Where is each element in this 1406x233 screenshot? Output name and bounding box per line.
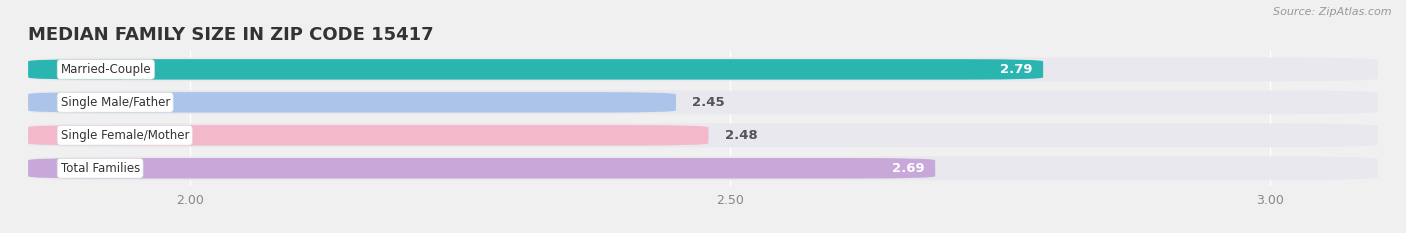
- FancyBboxPatch shape: [28, 58, 1378, 81]
- Text: 2.48: 2.48: [724, 129, 758, 142]
- FancyBboxPatch shape: [28, 125, 709, 146]
- FancyBboxPatch shape: [28, 59, 1043, 80]
- Text: Source: ZipAtlas.com: Source: ZipAtlas.com: [1274, 7, 1392, 17]
- Text: Single Female/Mother: Single Female/Mother: [60, 129, 188, 142]
- FancyBboxPatch shape: [28, 92, 676, 113]
- Text: Total Families: Total Families: [60, 162, 139, 175]
- Text: 2.45: 2.45: [692, 96, 725, 109]
- FancyBboxPatch shape: [28, 156, 1378, 180]
- Text: 2.79: 2.79: [1000, 63, 1032, 76]
- FancyBboxPatch shape: [28, 90, 1378, 114]
- FancyBboxPatch shape: [28, 158, 935, 178]
- FancyBboxPatch shape: [28, 123, 1378, 147]
- Text: Married-Couple: Married-Couple: [60, 63, 150, 76]
- Text: 2.69: 2.69: [891, 162, 924, 175]
- Text: MEDIAN FAMILY SIZE IN ZIP CODE 15417: MEDIAN FAMILY SIZE IN ZIP CODE 15417: [28, 26, 433, 44]
- Text: Single Male/Father: Single Male/Father: [60, 96, 170, 109]
